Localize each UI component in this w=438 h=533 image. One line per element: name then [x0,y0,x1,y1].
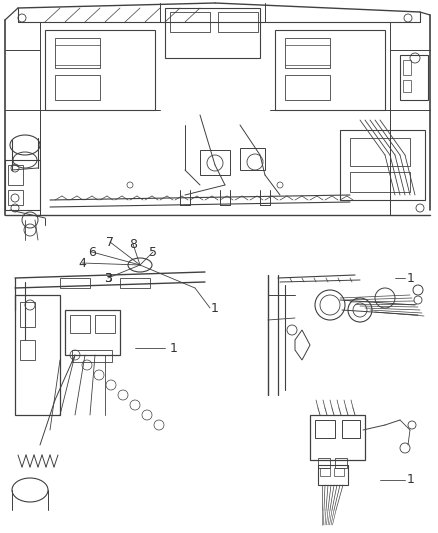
Text: 3: 3 [104,271,112,285]
Bar [200,150,230,175]
Bar [284,38,329,68]
Bar [95,315,115,333]
Text: 7: 7 [106,236,114,248]
Bar [274,30,384,110]
Bar [8,190,23,205]
Bar [349,138,409,166]
Bar [334,458,346,468]
Bar [402,80,410,92]
Bar [349,172,409,192]
Text: 5: 5 [148,246,157,259]
Bar [55,75,100,100]
Bar [20,302,35,327]
Bar [60,278,90,288]
Bar [120,278,150,288]
Bar [402,60,410,75]
Bar [309,415,364,460]
Bar [317,465,347,485]
Bar [45,30,155,110]
Bar [70,315,90,333]
Bar [399,55,427,100]
Bar [218,12,258,32]
Text: 8: 8 [129,238,137,251]
Bar [65,310,120,355]
Bar [8,165,23,185]
Bar [284,75,329,100]
Bar [319,468,329,476]
Bar [339,130,424,200]
Bar [170,12,209,32]
Text: 1: 1 [406,473,414,487]
Bar [314,420,334,438]
Text: 1: 1 [211,302,219,314]
Bar [5,160,40,210]
Text: 3: 3 [104,271,112,285]
Bar [341,420,359,438]
Bar [15,295,60,415]
Bar [55,38,100,68]
Text: 4: 4 [78,256,86,270]
Bar [240,148,265,170]
Bar [20,340,35,360]
Text: 1: 1 [406,271,414,285]
Text: 1: 1 [170,342,177,354]
Bar [317,458,329,468]
Bar [165,8,259,58]
Text: 6: 6 [88,246,96,259]
Bar [333,468,343,476]
Bar [72,350,112,362]
